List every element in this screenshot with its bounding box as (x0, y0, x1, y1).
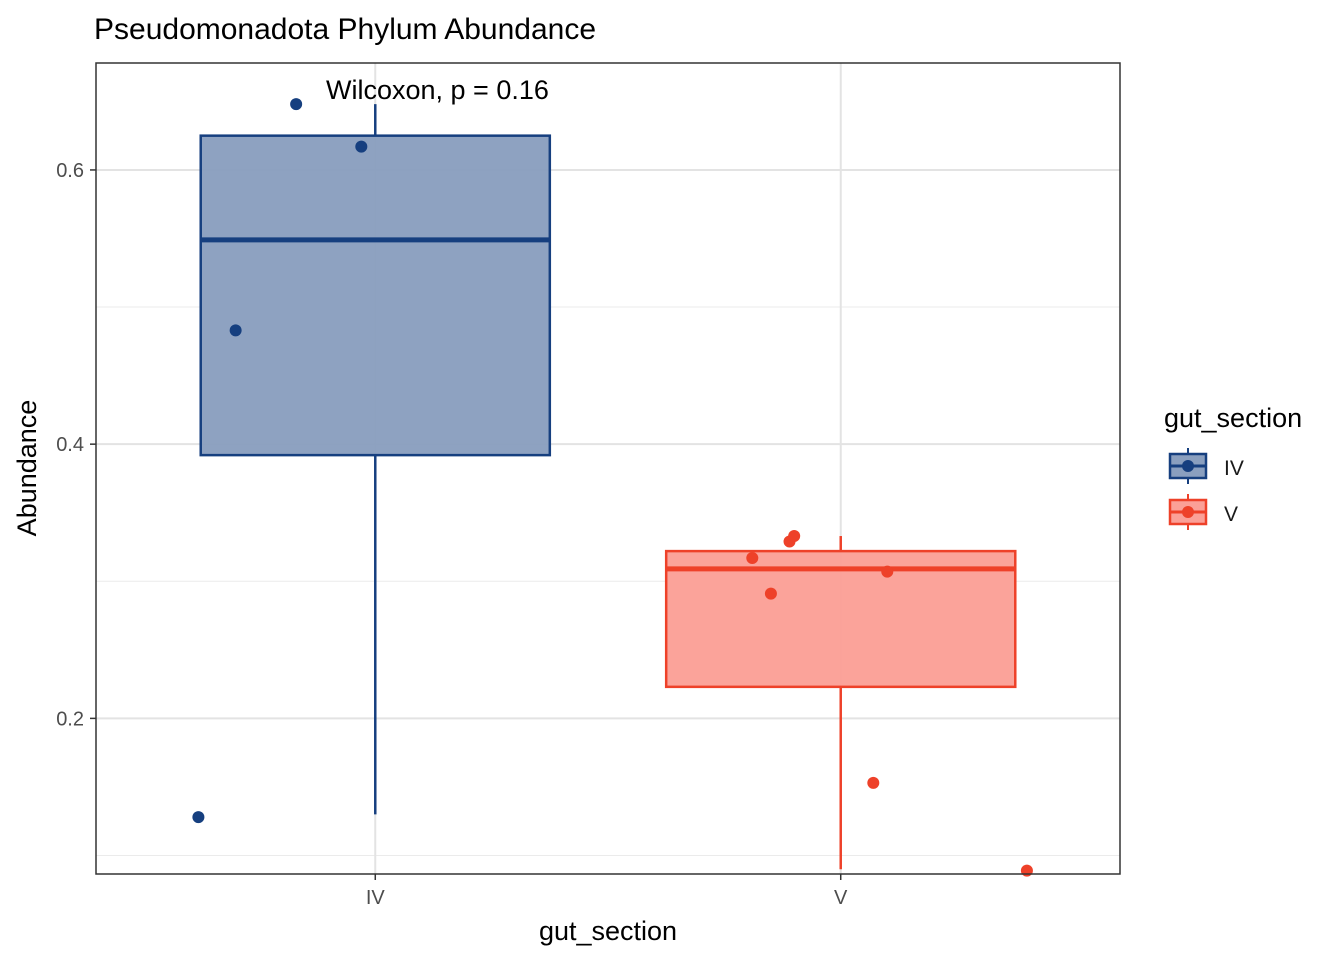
box-V (664, 536, 1017, 870)
data-point-V (867, 776, 880, 789)
box-IV (199, 104, 552, 815)
x-axis-label: gut_section (539, 916, 677, 946)
legend-item-label: IV (1224, 457, 1244, 480)
plot-panel: Wilcoxon, p = 0.16 (95, 62, 1121, 877)
data-point-IV (290, 98, 303, 111)
legend: gut_section IV V (1164, 403, 1302, 530)
legend-items: IV V (1168, 448, 1244, 530)
data-point-V (764, 587, 777, 600)
legend-item-V: V (1168, 494, 1238, 530)
panel-border (95, 62, 1121, 875)
data-point-V (881, 565, 894, 578)
data-point-V (1020, 864, 1033, 877)
box-series (199, 104, 1017, 870)
x-axis: IV V (366, 874, 848, 909)
box-iqr (664, 549, 1017, 689)
data-point-IV (355, 140, 368, 153)
legend-item-IV: IV (1168, 448, 1244, 484)
chart-title: Pseudomonadota Phylum Abundance (94, 13, 596, 46)
y-tick-label: 0.6 (56, 160, 84, 182)
y-axis: 0.2 0.4 0.6 (56, 160, 96, 730)
x-tick-label: V (834, 887, 848, 909)
data-point-V (746, 551, 759, 564)
data-point-IV (229, 324, 242, 337)
y-axis-label: Abundance (12, 400, 42, 537)
legend-title: gut_section (1164, 403, 1302, 433)
legend-key-point (1182, 460, 1194, 472)
legend-key-point (1182, 506, 1194, 518)
stat-annotation: Wilcoxon, p = 0.16 (326, 75, 549, 105)
x-tick-label: IV (366, 887, 386, 909)
y-tick-label: 0.2 (56, 708, 84, 730)
box-iqr (199, 134, 552, 457)
y-tick-label: 0.4 (56, 434, 84, 456)
data-point-V (788, 530, 801, 543)
legend-item-label: V (1224, 503, 1238, 526)
data-point-IV (192, 811, 205, 824)
